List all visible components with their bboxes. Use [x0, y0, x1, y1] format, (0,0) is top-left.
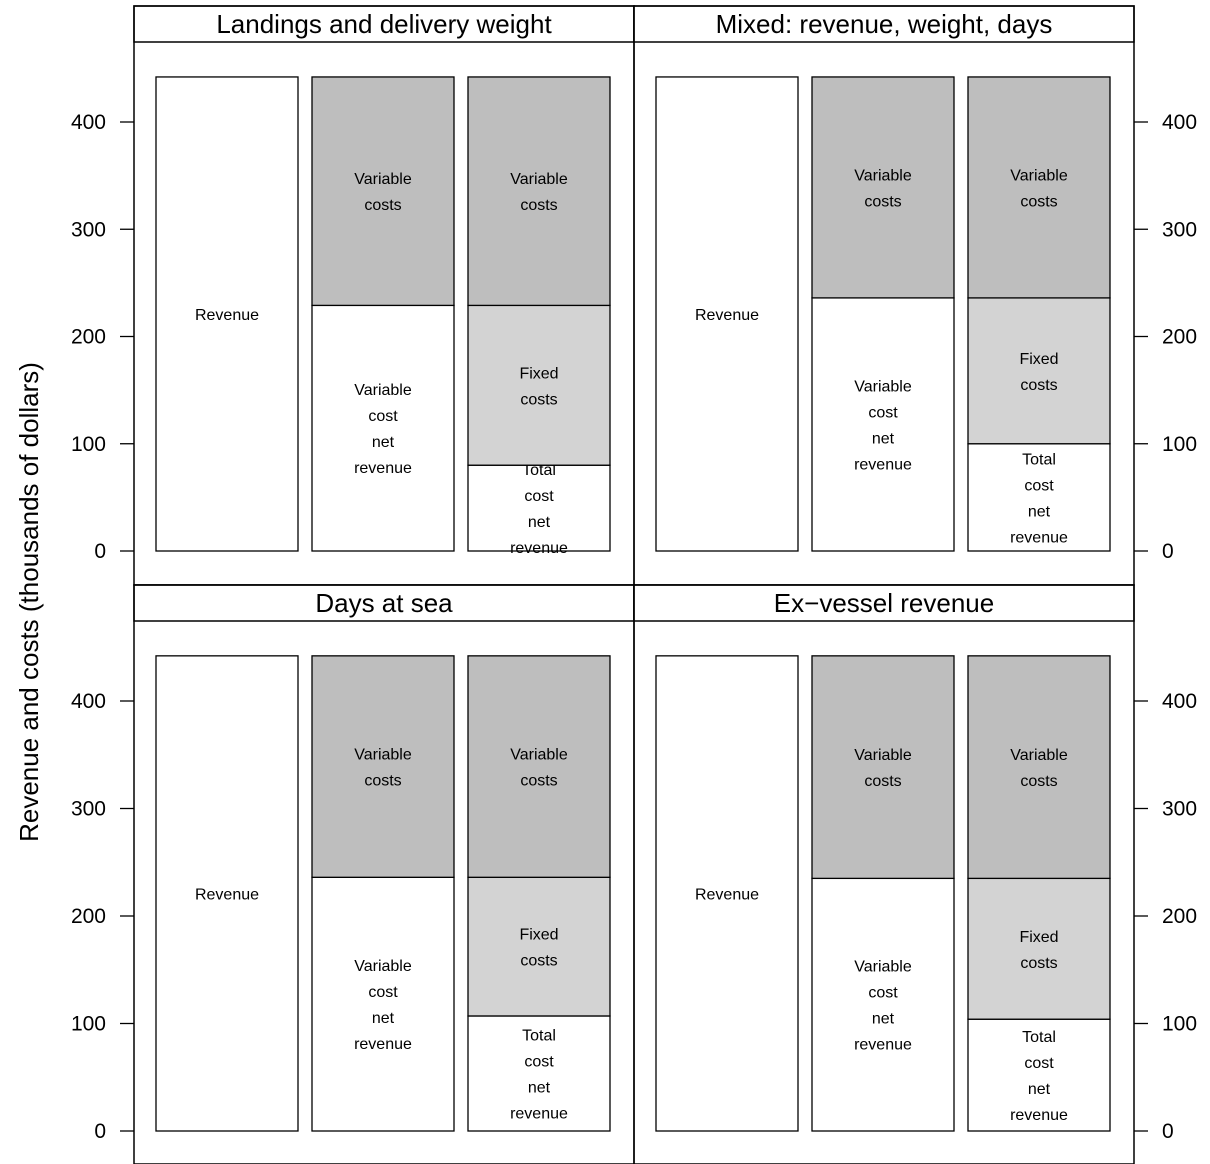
segment-label: Revenue — [695, 886, 759, 903]
bar-segment — [311, 655, 455, 878]
segment-label: Variable costs — [510, 747, 568, 790]
y-tick-label: 100 — [1162, 433, 1197, 456]
y-tick-label: 300 — [1162, 218, 1197, 241]
segment-label: Variable cost net revenue — [854, 959, 912, 1054]
bar-segment — [155, 76, 299, 552]
panel-strip — [133, 5, 635, 43]
y-tick-label: 200 — [1162, 905, 1197, 928]
bar-segment — [467, 655, 611, 878]
y-tick-label: 0 — [94, 1120, 106, 1143]
segment-label: Variable cost net revenue — [854, 378, 912, 473]
segment-label: Total cost net revenue — [510, 1027, 568, 1122]
panel: Ex−vessel revenue Revenue Variable cost net r… — [633, 584, 1135, 1164]
segment-label: Total cost net revenue — [1010, 1029, 1068, 1124]
y-tick-label: 400 — [71, 690, 106, 713]
segment-label: Variable cost net revenue — [354, 382, 412, 477]
segment-label: Variable costs — [1010, 747, 1068, 790]
bar-segment — [311, 76, 455, 307]
bar-segment — [467, 1015, 611, 1132]
segment-label: Variable costs — [510, 171, 568, 214]
panel-strip — [633, 584, 1135, 622]
segment-label: Variable costs — [1010, 167, 1068, 210]
panel-title: Mixed: revenue, weight, days — [716, 9, 1053, 39]
segment-label: Variable costs — [354, 747, 412, 790]
segment-label: Revenue — [195, 886, 259, 903]
panel: Landings and delivery weight Revenue Varia… — [133, 5, 635, 586]
y-tick-label: 100 — [71, 433, 106, 456]
y-tick-label: 100 — [71, 1013, 106, 1036]
bar-segment — [967, 655, 1111, 880]
segment-label: Variable costs — [354, 171, 412, 214]
y-axis-label: Revenue and costs (thousands of dollars) — [14, 362, 44, 842]
bar-segment — [811, 76, 955, 299]
bar-segment — [655, 76, 799, 552]
y-tick-label: 400 — [1162, 690, 1197, 713]
bar-segment — [311, 304, 455, 552]
segment-label: Fixed costs — [519, 365, 558, 408]
y-tick-label: 200 — [71, 905, 106, 928]
y-tick-label: 0 — [1162, 540, 1174, 563]
y-tick-label: 0 — [1162, 1120, 1174, 1143]
bar-segment — [467, 876, 611, 1017]
y-tick-label: 300 — [1162, 798, 1197, 821]
bar-segment — [811, 877, 955, 1132]
segment-label: Revenue — [695, 307, 759, 324]
bar-segment — [967, 297, 1111, 445]
panel-title: Days at sea — [315, 588, 453, 618]
bar-segment — [967, 1018, 1111, 1132]
panel-title: Landings and delivery weight — [216, 9, 552, 39]
axes-layer: 0 0 100 100 200 200 300 300 400 400 0 0 100 100 200 200… — [71, 111, 1197, 1143]
bar-segment — [467, 76, 611, 307]
y-tick-label: 0 — [94, 540, 106, 563]
bar-segment — [967, 877, 1111, 1020]
bar-segment — [811, 297, 955, 552]
panel: Mixed: revenue, weight, days Revenue Varia… — [633, 5, 1135, 586]
y-tick-label: 100 — [1162, 1013, 1197, 1036]
segment-label: Fixed costs — [519, 927, 558, 970]
panel: Days at sea Revenue Variable cost net revenue… — [133, 584, 635, 1164]
bar-segment — [967, 76, 1111, 299]
segment-label: Fixed costs — [1019, 929, 1058, 972]
y-tick-label: 200 — [1162, 326, 1197, 349]
y-tick-label: 300 — [71, 218, 106, 241]
y-tick-label: 400 — [1162, 111, 1197, 134]
segment-label: Total cost net revenue — [510, 462, 568, 557]
y-tick-label: 200 — [71, 326, 106, 349]
bar-segment — [467, 464, 611, 552]
bar-segment — [655, 655, 799, 1132]
y-tick-label: 300 — [71, 798, 106, 821]
bar-segment — [311, 876, 455, 1132]
segment-label: Total cost net revenue — [1010, 451, 1068, 546]
panels-layer: Landings and delivery weight Revenue Varia… — [133, 5, 1135, 1164]
bar-segment — [467, 304, 611, 466]
panel-strip — [133, 584, 635, 622]
y-tick-label: 400 — [71, 111, 106, 134]
bar-segment — [811, 655, 955, 880]
bar-segment — [155, 655, 299, 1132]
segment-label: Variable cost net revenue — [354, 958, 412, 1053]
panel-title: Ex−vessel revenue — [774, 588, 994, 618]
segment-label: Revenue — [195, 307, 259, 324]
segment-label: Fixed costs — [1019, 351, 1058, 394]
segment-label: Variable costs — [854, 747, 912, 790]
segment-label: Variable costs — [854, 167, 912, 210]
panel-frame — [633, 584, 1135, 1164]
